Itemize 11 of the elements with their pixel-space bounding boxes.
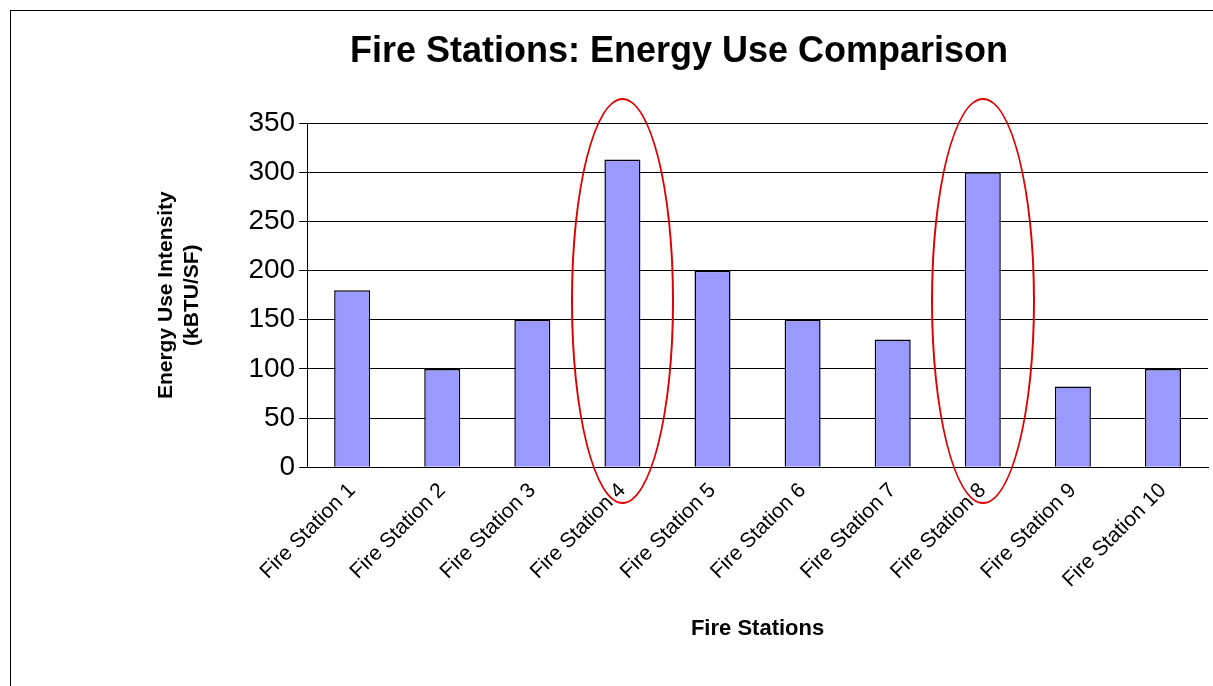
y-tick-label: 350 [248,105,296,137]
y-tick-label: 100 [248,351,296,383]
y-tick-label: 300 [248,155,296,187]
y-tick-label: 50 [263,400,296,432]
y-axis-title: Energy Use Intensity (kBTU/SF) [153,191,202,400]
y-tick-label: 250 [248,204,296,236]
x-axis-title: Fire Stations [690,614,825,640]
chart-title: Fire Stations: Energy Use Comparison [349,28,1009,70]
y-tick-label: 150 [248,302,296,334]
y-tick-label: 200 [248,253,296,285]
y-tick-label: 0 [279,449,296,481]
